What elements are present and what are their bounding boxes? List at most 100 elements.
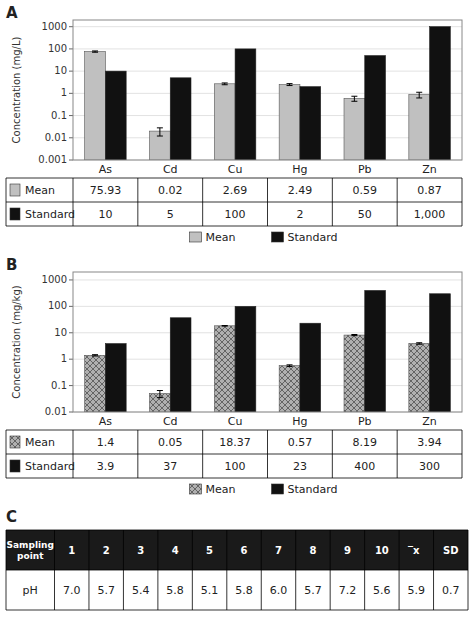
table-cell — [123, 570, 157, 610]
table-value: 1.4 — [97, 436, 115, 449]
category-label: Hg — [292, 415, 307, 428]
tick-label: 0.1 — [51, 380, 67, 391]
grid-line — [73, 93, 462, 94]
table-line — [468, 530, 469, 610]
bar — [85, 52, 106, 160]
bar — [409, 343, 430, 412]
table-value: 0.57 — [288, 436, 313, 449]
table-value: 3.9 — [97, 460, 115, 473]
y-axis-label: Concentration (mg/L) — [11, 37, 22, 144]
table-header: Samplingpoint — [7, 540, 54, 561]
table-line — [202, 178, 203, 226]
table-header: 8 — [309, 545, 316, 556]
table-line — [88, 530, 89, 610]
tick-mark — [69, 115, 73, 116]
table-line — [137, 178, 138, 226]
table-value: 2 — [296, 208, 303, 221]
panel-title: B — [6, 256, 17, 274]
category-label: Zn — [422, 163, 437, 176]
error-bar — [351, 96, 357, 101]
table-header-line: point — [17, 551, 44, 561]
grid-line — [73, 279, 462, 280]
tick-mark — [69, 412, 73, 413]
bar — [300, 87, 321, 160]
tick-label: 100 — [48, 300, 67, 311]
table-line — [267, 178, 268, 226]
table-cell — [89, 570, 123, 610]
tick-mark — [69, 279, 73, 280]
table-cell — [330, 570, 364, 610]
table-cell — [227, 570, 261, 610]
table-line — [226, 530, 227, 610]
tick-mark — [69, 385, 73, 386]
tick-label: 1000 — [42, 21, 67, 32]
table-icon — [10, 184, 20, 196]
legend-entry: Mean — [206, 231, 236, 244]
table-header: ̅x — [408, 545, 420, 556]
table-icon — [10, 460, 20, 472]
bar — [365, 290, 386, 412]
table-line — [462, 430, 463, 478]
bars — [85, 290, 451, 412]
panel-title: A — [6, 4, 18, 22]
bar — [170, 78, 191, 160]
grid-line — [73, 332, 462, 333]
table-line — [6, 178, 7, 226]
table-header: 9 — [344, 545, 351, 556]
tick-mark — [69, 306, 73, 307]
table-line — [6, 430, 7, 478]
figure: A 0.001 0.01 0.1 1 10 100 1000 Concentration (mg… — [0, 0, 474, 631]
bar — [365, 56, 386, 160]
category-label: As — [99, 163, 113, 176]
table-value: 5.1 — [201, 584, 219, 597]
table-value: 0.02 — [158, 184, 183, 197]
table-line — [267, 430, 268, 478]
table-line — [332, 178, 333, 226]
table-value: 100 — [225, 460, 246, 473]
error-bar — [92, 355, 98, 356]
table-line — [397, 430, 398, 478]
table-value: 75.93 — [90, 184, 122, 197]
tick-mark — [69, 160, 73, 161]
table-line — [137, 430, 138, 478]
grid-line — [73, 115, 462, 116]
panel: CSamplingpoint12345678910̅xSDpH7.05.75.4… — [6, 508, 468, 610]
table-cell — [158, 570, 192, 610]
tick-label: 100 — [48, 43, 67, 54]
tick-mark — [69, 359, 73, 360]
tick-label: 0.01 — [45, 406, 67, 417]
table-line — [192, 530, 193, 610]
table-cell — [55, 570, 89, 610]
table-header: 10 — [375, 545, 389, 556]
category-label: Hg — [292, 163, 307, 176]
tick-label: 0.01 — [45, 132, 67, 143]
legend-swatch — [190, 484, 202, 494]
table-value: 100 — [225, 208, 246, 221]
error-bar — [287, 365, 293, 367]
tick-mark — [69, 137, 73, 138]
table-value: 400 — [354, 460, 375, 473]
error-bar — [416, 343, 422, 344]
tick-mark — [69, 48, 73, 49]
table-value: 37 — [163, 460, 177, 473]
table-row-label: Standard — [25, 460, 75, 473]
tick-label: 1 — [61, 87, 67, 98]
bar — [279, 366, 300, 412]
table-value: 7.0 — [63, 584, 81, 597]
table-row-label: Standard — [25, 208, 75, 221]
table-line — [433, 530, 434, 610]
bar — [344, 98, 365, 160]
table-icon — [10, 208, 20, 220]
bar — [430, 27, 451, 160]
error-bar — [92, 51, 98, 52]
table-value: 5.7 — [304, 584, 322, 597]
table-value: 7.2 — [339, 584, 357, 597]
table-header: 4 — [172, 545, 179, 556]
bar — [170, 318, 191, 412]
table-row-label: Mean — [25, 184, 55, 197]
legend-swatch — [272, 232, 284, 242]
tick-label: 0.001 — [38, 154, 67, 165]
bar — [214, 84, 235, 160]
table-value: 5.9 — [408, 584, 426, 597]
category-label: Cu — [228, 415, 243, 428]
